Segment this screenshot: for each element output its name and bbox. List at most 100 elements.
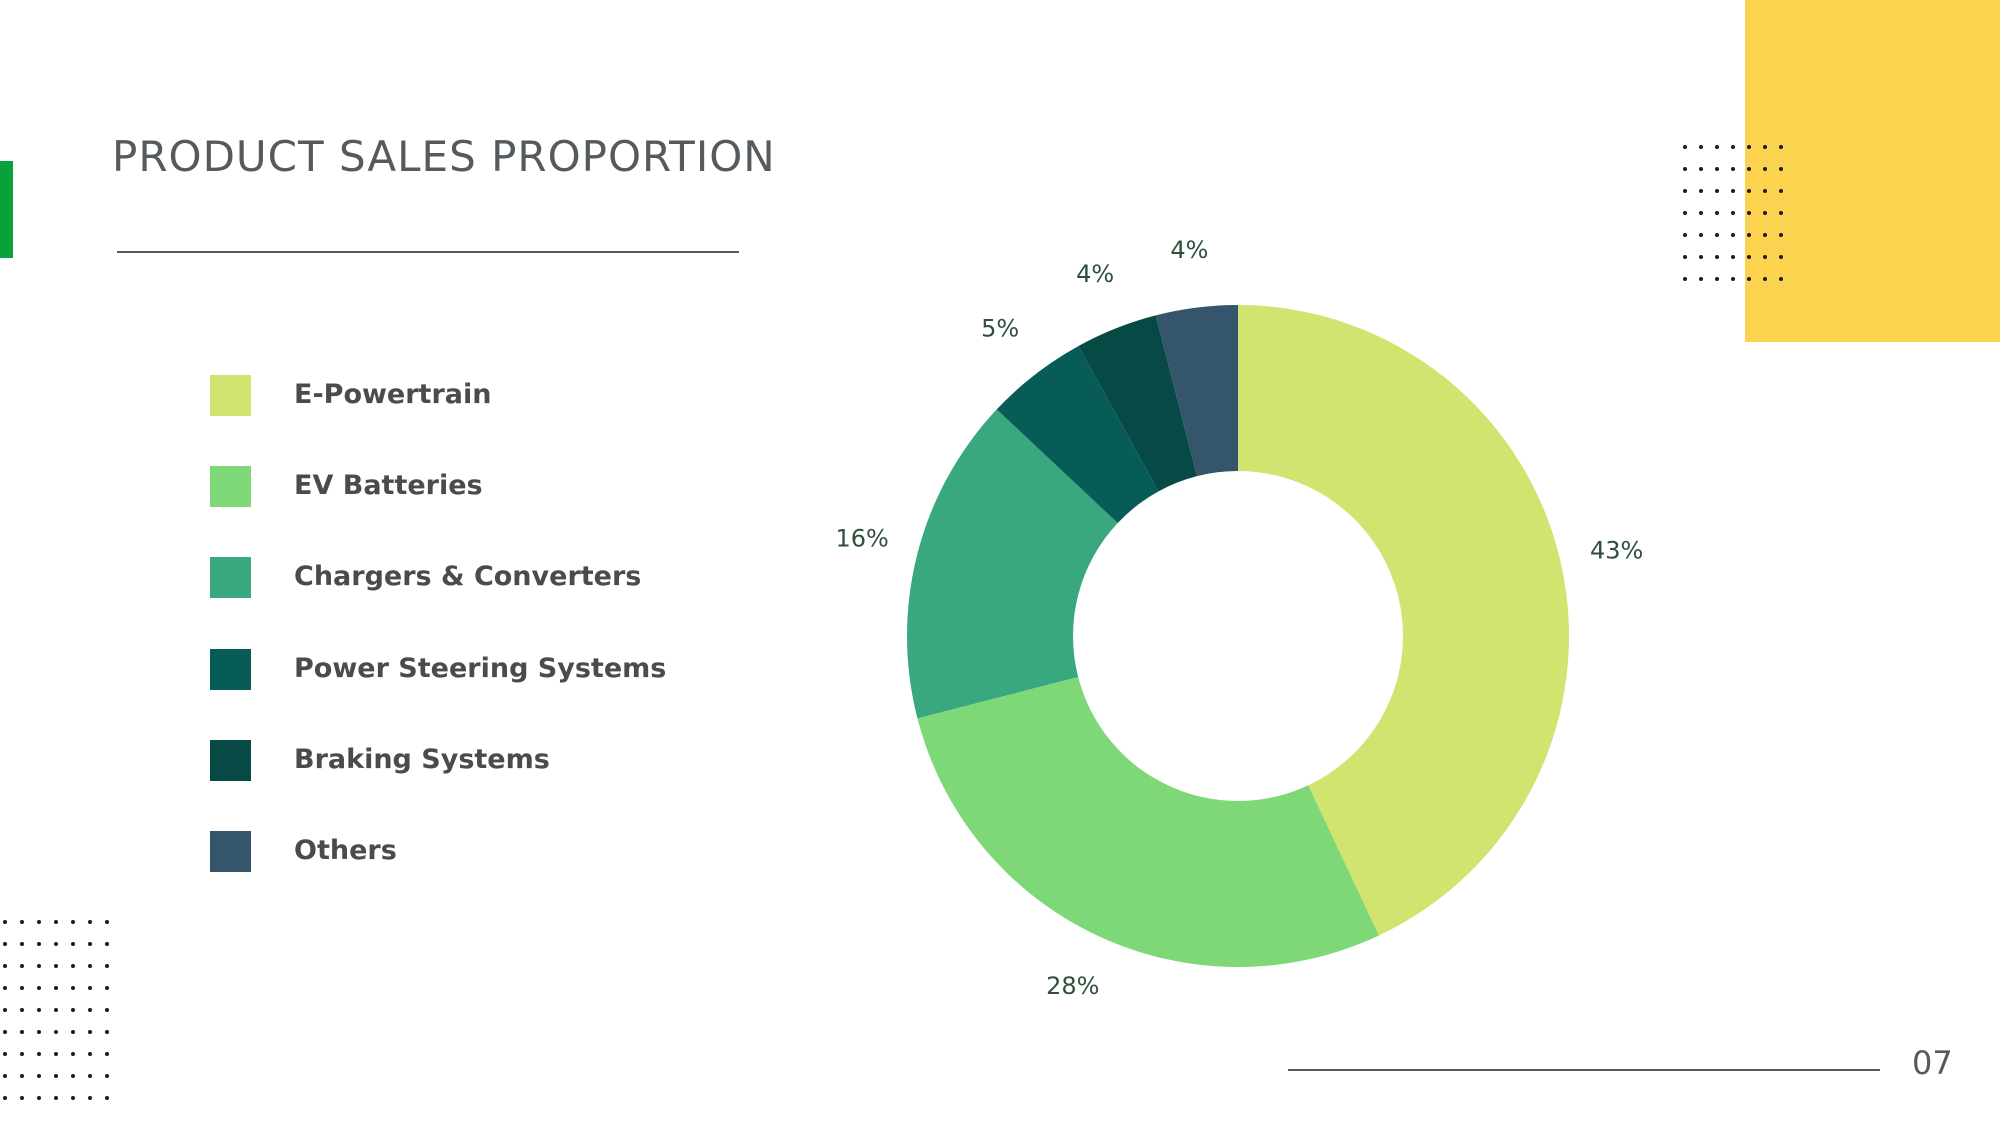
decorative-dot xyxy=(1779,255,1783,259)
decorative-dot xyxy=(3,1052,7,1056)
decorative-dot xyxy=(3,920,7,924)
slice-value-label: 5% xyxy=(981,314,1019,342)
legend-label: E-Powertrain xyxy=(294,379,492,410)
decorative-dot xyxy=(3,986,7,990)
accent-bar xyxy=(0,161,13,258)
decorative-dot xyxy=(1763,255,1767,259)
legend-item-braking-systems: Braking Systems xyxy=(210,740,710,784)
legend-item-power-steering: Power Steering Systems xyxy=(210,649,710,693)
decorative-dot xyxy=(1731,233,1735,237)
decorative-dot xyxy=(1683,145,1687,149)
decorative-dot xyxy=(1747,145,1751,149)
decorative-dot xyxy=(37,1096,41,1100)
decorative-dot xyxy=(1715,167,1719,171)
legend-swatch xyxy=(210,466,251,507)
decorative-dot xyxy=(54,964,58,968)
decorative-dot xyxy=(3,1096,7,1100)
decorative-dot xyxy=(1779,167,1783,171)
decorative-dot xyxy=(1747,277,1751,281)
decorative-dot xyxy=(54,920,58,924)
decorative-dot xyxy=(1747,189,1751,193)
donut-slice-others xyxy=(1155,305,1238,477)
decorative-dot xyxy=(20,1030,24,1034)
decorative-dot xyxy=(54,1096,58,1100)
legend-swatch xyxy=(210,557,251,598)
decorative-dot xyxy=(20,964,24,968)
legend-item-others: Others xyxy=(210,831,710,875)
decorative-dot xyxy=(1699,189,1703,193)
decorative-dot xyxy=(54,942,58,946)
decorative-dot xyxy=(1747,167,1751,171)
page-number: 07 xyxy=(1912,1044,1953,1082)
decorative-dot xyxy=(1779,189,1783,193)
legend-swatch xyxy=(210,375,251,416)
decorative-dot xyxy=(71,1008,75,1012)
title-underline xyxy=(117,251,739,253)
slice-value-label: 43% xyxy=(1590,536,1643,564)
decorative-dot xyxy=(1699,211,1703,215)
donut-slice-braking-systems xyxy=(1078,315,1197,492)
decorative-dot xyxy=(1683,189,1687,193)
decorative-dot xyxy=(71,986,75,990)
slice-value-label: 16% xyxy=(836,525,889,553)
decorative-dot xyxy=(37,942,41,946)
decorative-dot xyxy=(71,920,75,924)
decorative-dot xyxy=(88,964,92,968)
decorative-dot xyxy=(88,1052,92,1056)
decorative-dot xyxy=(37,1008,41,1012)
decorative-dot xyxy=(54,986,58,990)
decorative-dot xyxy=(20,1074,24,1078)
decorative-dot xyxy=(37,920,41,924)
decorative-dot xyxy=(105,920,109,924)
decorative-dot xyxy=(1683,167,1687,171)
decorative-dot xyxy=(20,1052,24,1056)
legend-label: EV Batteries xyxy=(294,470,483,501)
decorative-dot xyxy=(1699,145,1703,149)
decorative-dot xyxy=(1779,233,1783,237)
decorative-dot xyxy=(1731,189,1735,193)
decorative-dot xyxy=(88,942,92,946)
decorative-dot xyxy=(37,986,41,990)
decorative-dot xyxy=(1747,233,1751,237)
footer-rule xyxy=(1288,1069,1880,1071)
decorative-dot xyxy=(3,1008,7,1012)
decorative-dot xyxy=(3,1030,7,1034)
legend-swatch xyxy=(210,649,251,690)
decorative-dot xyxy=(1699,255,1703,259)
decorative-dot xyxy=(20,920,24,924)
decorative-dot xyxy=(1731,167,1735,171)
decorative-dot xyxy=(105,1074,109,1078)
decorative-dot xyxy=(1699,233,1703,237)
legend-swatch xyxy=(210,740,251,781)
decorative-dot xyxy=(1715,233,1719,237)
decorative-dot xyxy=(88,920,92,924)
decorative-dot xyxy=(20,942,24,946)
slice-value-label: 4% xyxy=(1076,260,1114,288)
decorative-dot xyxy=(105,986,109,990)
donut-slice-chargers-converters xyxy=(907,409,1118,719)
decorative-dot xyxy=(105,1096,109,1100)
decorative-dot xyxy=(1715,255,1719,259)
decorative-dot xyxy=(1731,255,1735,259)
donut-slice-power-steering-systems xyxy=(996,345,1159,524)
decorative-dot xyxy=(88,1030,92,1034)
decorative-dot xyxy=(1779,277,1783,281)
legend-item-e-powertrain: E-Powertrain xyxy=(210,375,710,419)
legend-label: Braking Systems xyxy=(294,744,550,775)
decorative-dot xyxy=(1779,211,1783,215)
decorative-dot xyxy=(1731,211,1735,215)
decorative-dot xyxy=(1763,277,1767,281)
decorative-dot xyxy=(1683,277,1687,281)
decorative-dot xyxy=(1763,189,1767,193)
decorative-dot xyxy=(1715,277,1719,281)
decorative-dot xyxy=(1715,145,1719,149)
decorative-dot xyxy=(1779,145,1783,149)
decorative-dot xyxy=(71,1074,75,1078)
legend-label: Others xyxy=(294,835,397,866)
decorative-dot xyxy=(88,1008,92,1012)
decorative-dot xyxy=(1747,255,1751,259)
decorative-dot xyxy=(88,1074,92,1078)
decorative-dot xyxy=(1683,255,1687,259)
slice-value-label: 4% xyxy=(1170,236,1208,264)
